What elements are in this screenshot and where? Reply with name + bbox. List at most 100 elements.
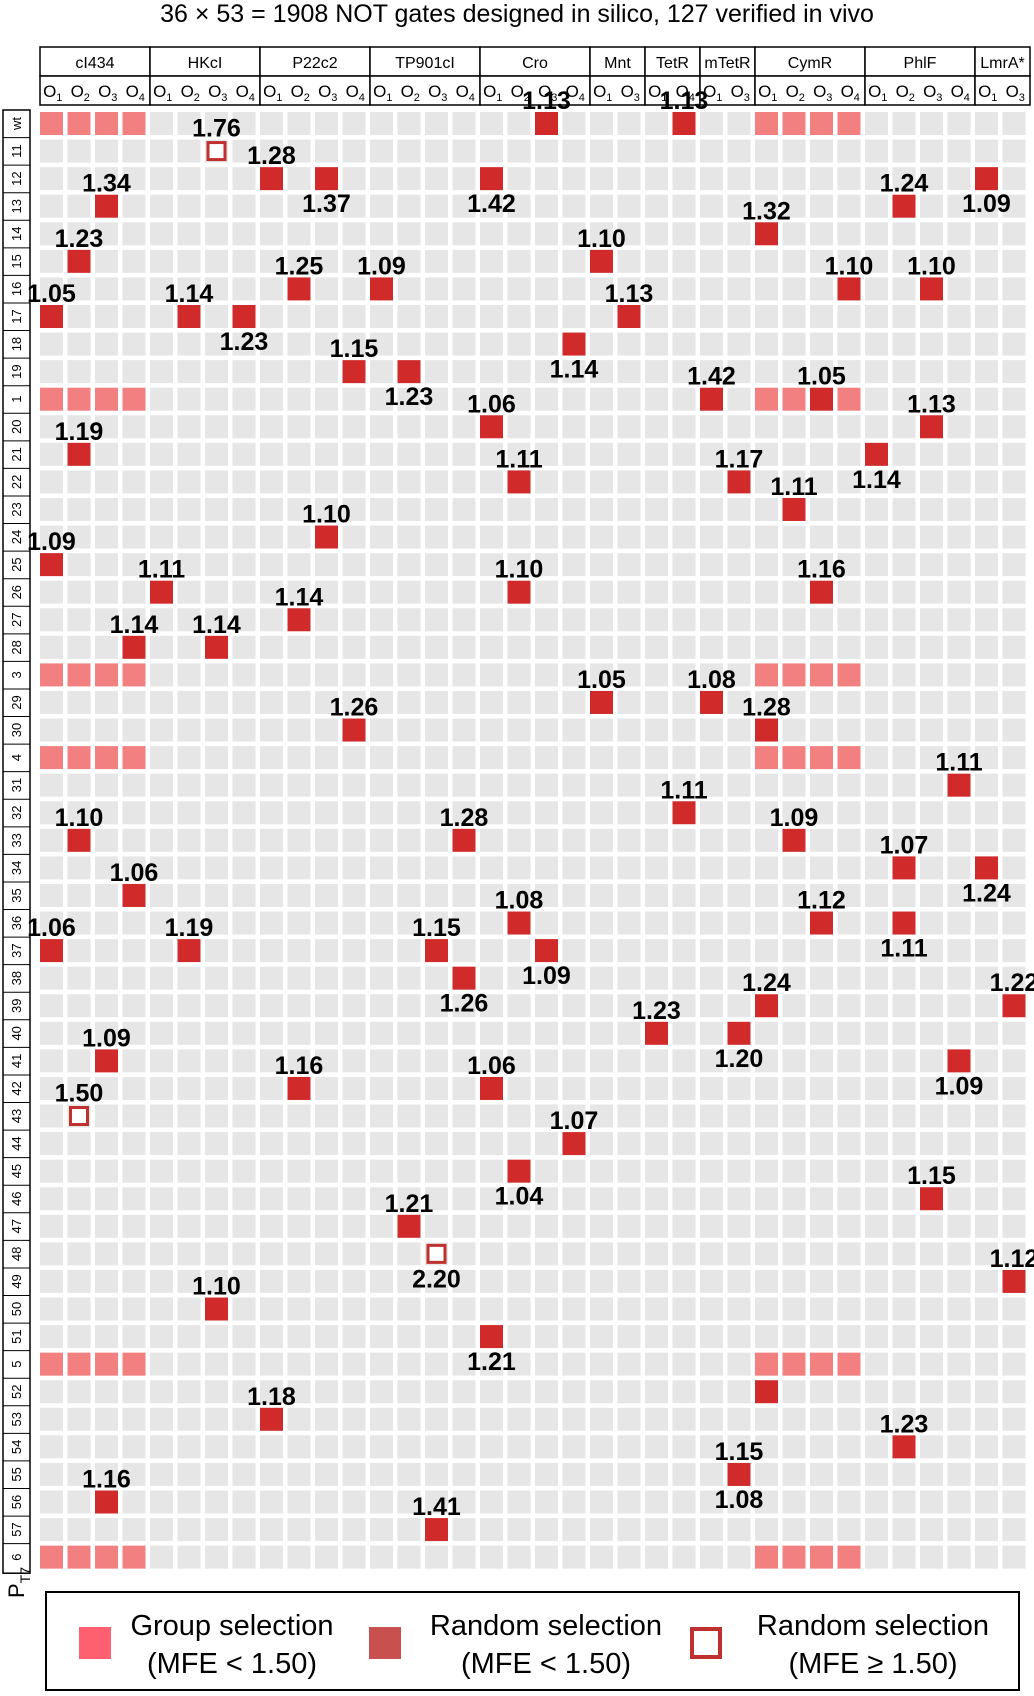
empty-cell <box>452 1297 476 1321</box>
empty-cell <box>122 1076 146 1100</box>
empty-cell <box>535 167 558 191</box>
group-header-label: cI434 <box>75 55 114 72</box>
empty-cell <box>892 801 916 825</box>
value-label: 1.10 <box>495 556 544 584</box>
empty-cell <box>562 1104 586 1128</box>
empty-cell <box>837 939 861 963</box>
empty-cell <box>315 939 338 963</box>
empty-cell <box>452 387 476 411</box>
row-labels: wt11121314151617181912021222324252627283… <box>2 109 31 1574</box>
random-selection-cell <box>67 442 91 466</box>
empty-cell <box>150 1104 173 1128</box>
empty-cell <box>150 856 173 880</box>
empty-cell <box>920 525 943 549</box>
empty-cell <box>507 690 531 714</box>
empty-cell <box>645 718 668 742</box>
empty-cell <box>287 222 311 246</box>
empty-cell <box>40 277 63 301</box>
empty-cell <box>67 1242 91 1266</box>
empty-cell <box>865 1490 888 1514</box>
group-header-label: TP901cI <box>395 55 455 72</box>
empty-cell <box>95 1407 118 1431</box>
empty-cell <box>562 415 586 439</box>
empty-cell <box>590 1214 613 1238</box>
empty-cell <box>535 1352 558 1376</box>
empty-cell <box>920 553 943 577</box>
empty-cell <box>810 167 833 191</box>
empty-cell <box>562 1187 586 1211</box>
empty-cell <box>67 1435 91 1459</box>
group-selection-cell <box>122 112 146 135</box>
empty-cell <box>617 1104 641 1128</box>
empty-cell <box>342 1545 366 1569</box>
empty-cell <box>232 415 256 439</box>
empty-cell <box>205 112 228 135</box>
empty-cell <box>150 801 173 825</box>
group-header-label: mTetR <box>704 55 750 72</box>
group-selection-cell <box>40 1352 63 1376</box>
empty-cell <box>480 773 503 797</box>
empty-cell <box>1002 939 1026 963</box>
empty-cell <box>645 580 668 604</box>
empty-cell <box>177 801 201 825</box>
empty-cell <box>535 497 558 521</box>
empty-cell <box>755 690 778 714</box>
random-selection-cell <box>232 304 256 328</box>
empty-cell <box>975 222 998 246</box>
empty-cell <box>370 663 393 687</box>
group-selection-cell <box>810 746 833 770</box>
empty-cell <box>975 883 998 907</box>
empty-cell <box>535 1021 558 1045</box>
empty-cell <box>837 856 861 880</box>
empty-cell <box>425 1132 448 1156</box>
empty-cell <box>810 442 833 466</box>
empty-cell <box>755 1021 778 1045</box>
empty-cell <box>67 525 91 549</box>
empty-cell <box>122 249 146 273</box>
empty-cell <box>205 746 228 770</box>
empty-cell <box>150 1435 173 1459</box>
empty-cell <box>370 1518 393 1542</box>
empty-cell <box>975 1518 998 1542</box>
empty-cell <box>397 1159 421 1183</box>
empty-cell <box>892 580 916 604</box>
row-label: 51 <box>9 1329 24 1343</box>
empty-cell <box>95 1076 118 1100</box>
empty-cell <box>425 1407 448 1431</box>
empty-cell <box>507 304 531 328</box>
empty-cell <box>40 773 63 797</box>
empty-cell <box>590 1325 613 1349</box>
empty-cell <box>865 856 888 880</box>
empty-cell <box>975 635 998 659</box>
row-label: 23 <box>9 502 24 516</box>
empty-cell <box>397 304 421 328</box>
empty-cell <box>95 883 118 907</box>
empty-cell <box>727 1187 751 1211</box>
random-selection-cell <box>205 1297 228 1321</box>
empty-cell <box>810 1132 833 1156</box>
empty-cell <box>177 1187 201 1211</box>
empty-cell <box>645 1187 668 1211</box>
empty-cell <box>315 663 338 687</box>
value-label: 1.10 <box>55 804 104 832</box>
empty-cell <box>425 525 448 549</box>
empty-cell <box>755 1187 778 1211</box>
value-label: 1.28 <box>247 142 296 170</box>
empty-cell <box>507 994 531 1018</box>
empty-cell <box>645 690 668 714</box>
empty-cell <box>700 1159 723 1183</box>
empty-cell <box>782 360 806 384</box>
empty-cell <box>480 939 503 963</box>
empty-cell <box>645 1214 668 1238</box>
empty-cell <box>810 801 833 825</box>
empty-cell <box>865 966 888 990</box>
empty-cell <box>205 1545 228 1569</box>
value-label: 1.13 <box>660 87 709 115</box>
empty-cell <box>40 856 63 880</box>
empty-cell <box>892 470 916 494</box>
empty-cell <box>865 470 888 494</box>
random-selection-open-cell <box>426 1243 447 1264</box>
empty-cell <box>975 497 998 521</box>
empty-cell <box>837 360 861 384</box>
empty-cell <box>975 1021 998 1045</box>
